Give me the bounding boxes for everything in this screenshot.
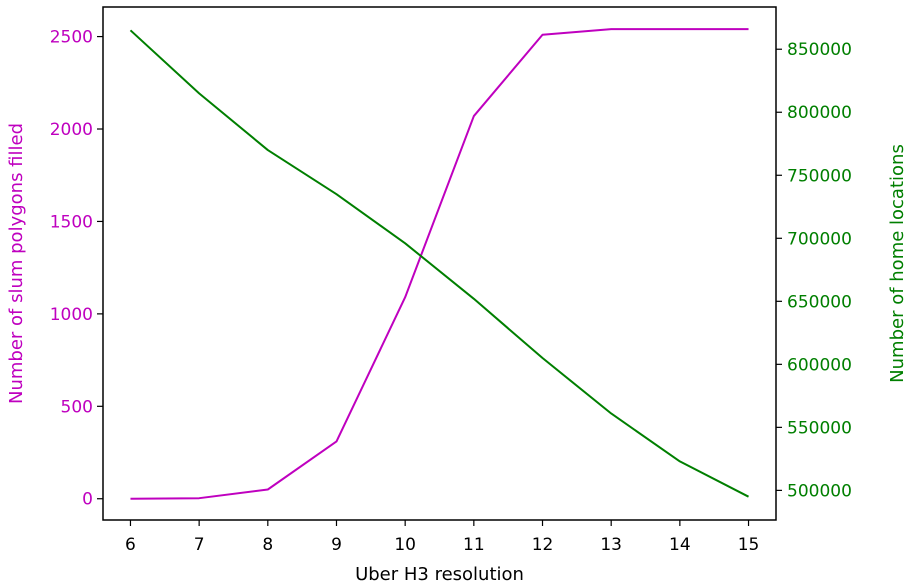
y-left-tick-label: 1500 bbox=[50, 212, 93, 232]
y-right-tick-label: 700000 bbox=[787, 229, 852, 249]
y-right-tick-label: 650000 bbox=[787, 292, 852, 312]
x-tick-label: 7 bbox=[194, 535, 205, 555]
y-axis-right: 500000 550000 600000 650000 700000 750000 8000… bbox=[776, 40, 852, 501]
x-axis-label: Uber H3 resolution bbox=[355, 564, 524, 585]
y-right-tick-label: 800000 bbox=[787, 103, 852, 123]
x-tick-label: 15 bbox=[738, 535, 760, 555]
plot-frame bbox=[102, 6, 777, 521]
series-line-slum-polygons bbox=[130, 28, 749, 500]
y-axis-right-label: Number of home locations bbox=[887, 144, 908, 383]
x-tick-label: 14 bbox=[669, 535, 691, 555]
y-right-tick-label: 600000 bbox=[787, 355, 852, 375]
x-tick-label: 12 bbox=[532, 535, 554, 555]
y-left-tick-label: 2000 bbox=[50, 120, 93, 140]
y-left-tick-label: 500 bbox=[61, 397, 93, 417]
series-line-home-locations bbox=[129, 29, 749, 498]
plot-lines bbox=[129, 28, 749, 500]
x-tick-label: 11 bbox=[463, 535, 485, 555]
y-right-tick-label: 500000 bbox=[787, 481, 852, 501]
y-left-tick-label: 1000 bbox=[50, 305, 93, 325]
x-tick-label: 6 bbox=[125, 535, 136, 555]
x-tick-label: 8 bbox=[262, 535, 273, 555]
y-right-tick-label: 550000 bbox=[787, 418, 852, 438]
y-left-tick-label: 2500 bbox=[50, 28, 93, 48]
x-tick-label: 10 bbox=[394, 535, 416, 555]
x-tick-label: 9 bbox=[331, 535, 342, 555]
y-axis-left: 0 500 1000 1500 2000 2500 bbox=[50, 28, 103, 510]
x-axis: 6 7 8 9 10 11 12 13 14 15 bbox=[125, 520, 759, 555]
x-tick-label: 13 bbox=[600, 535, 622, 555]
y-axis-left-label: Number of slum polygons filled bbox=[6, 123, 27, 404]
y-left-tick-label: 0 bbox=[82, 490, 93, 510]
y-right-tick-label: 850000 bbox=[787, 40, 852, 60]
y-right-tick-label: 750000 bbox=[787, 166, 852, 186]
